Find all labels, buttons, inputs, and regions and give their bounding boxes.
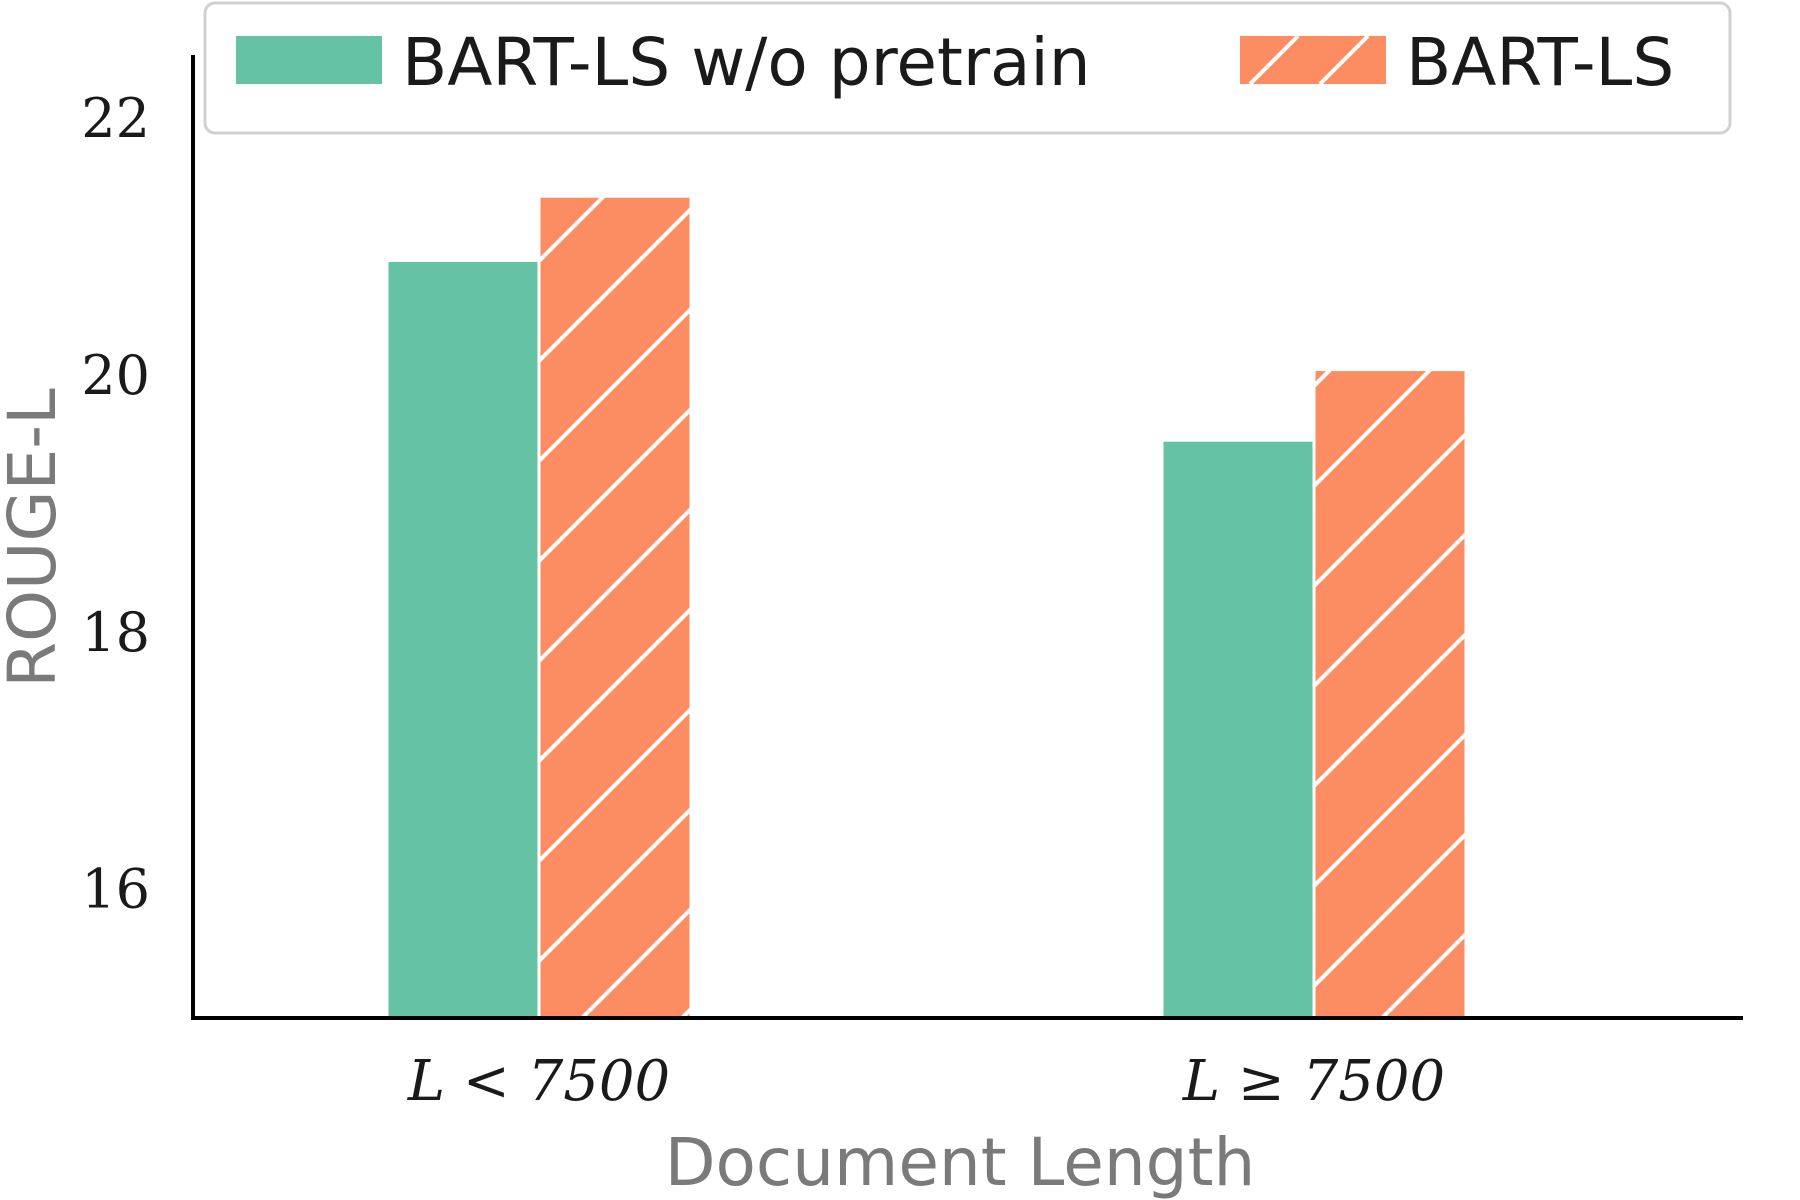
bar-bart-ls-w-o-pretrain-cat-1 bbox=[1160, 438, 1316, 1020]
y-ticks: 16 18 20 22 bbox=[81, 87, 150, 920]
legend-label-bart-ls-wo-pretrain: BART-LS w/o pretrain bbox=[402, 24, 1091, 101]
bar-hatch-bart-ls-cat-1 bbox=[1314, 369, 1466, 1019]
y-tick-label: 20 bbox=[81, 344, 150, 407]
x-tick-label: L < 7500 bbox=[407, 1049, 670, 1114]
y-tick-label: 16 bbox=[81, 858, 150, 921]
axes-layer bbox=[191, 55, 1743, 1020]
y-tick-label: 18 bbox=[81, 601, 150, 664]
legend-swatch-bart-ls-wo-pretrain bbox=[236, 36, 382, 84]
legend: BART-LS w/o pretrain BART-LS bbox=[203, 1, 1732, 135]
bar-hatch-bart-ls-cat-0 bbox=[539, 196, 691, 1019]
legend-label-bart-ls: BART-LS bbox=[1406, 24, 1674, 101]
y-tick-label: 22 bbox=[81, 87, 150, 150]
legend-swatch-bart-ls-hatch bbox=[1248, 34, 1370, 86]
x-tick-label: L ≥ 7500 bbox=[1182, 1049, 1445, 1114]
y-axis-title: ROUGE-L bbox=[0, 388, 71, 688]
legend-box bbox=[203, 1, 1732, 135]
x-axis-title: Document Length bbox=[665, 1124, 1256, 1200]
bar-bart-ls-w-o-pretrain-cat-0 bbox=[385, 258, 541, 1020]
x-ticks: L < 7500 L ≥ 7500 bbox=[407, 1049, 1445, 1114]
legend-swatch-bart-ls bbox=[1240, 36, 1386, 84]
bars-layer bbox=[385, 194, 1468, 1020]
